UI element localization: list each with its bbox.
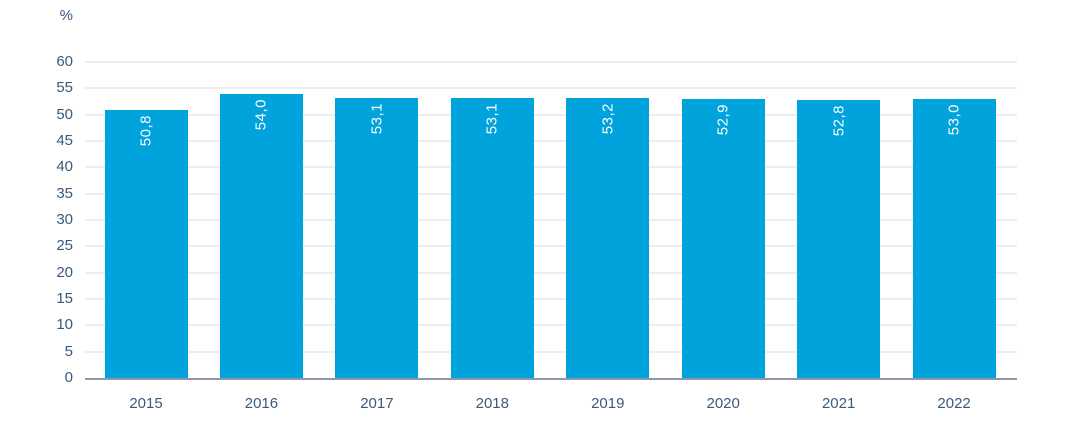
bar-value-label: 52,9 — [714, 104, 732, 136]
y-tick-label: 60 — [56, 53, 73, 70]
x-tick-label: 2018 — [475, 395, 509, 412]
y-tick-label: 0 — [64, 369, 73, 386]
bar: 53,0 — [912, 98, 996, 378]
bar: 52,8 — [797, 99, 881, 378]
gridline — [85, 192, 1017, 195]
gridline — [85, 350, 1017, 353]
y-tick-label: 20 — [56, 263, 73, 281]
y-tick-label: 50 — [56, 105, 73, 123]
plot-area: 50,8 2015 54,0 2016 53,1 2017 53,1 2018 53,2 2019… — [85, 61, 1017, 412]
gridline — [85, 219, 1017, 221]
y-tick-label: 25 — [56, 237, 73, 255]
y-axis-unit-label: % — [59, 7, 73, 24]
x-tick-label: 2016 — [244, 395, 279, 412]
bar: 50,8 — [104, 110, 188, 378]
y-tick-label: 10 — [56, 316, 73, 334]
gridline — [85, 245, 1017, 248]
y-tick-label: 30 — [56, 211, 73, 228]
x-tick-label: 2022 — [937, 395, 971, 412]
gridline — [85, 87, 1017, 90]
bar-value-label: 53,1 — [368, 103, 386, 135]
bar-value-label: 54,0 — [252, 98, 270, 130]
gridline — [85, 140, 1017, 142]
bar-value-label: 53,1 — [483, 103, 501, 135]
y-tick-label: 35 — [56, 184, 73, 202]
x-tick-label: 2019 — [591, 395, 625, 412]
y-tick-label: 55 — [56, 79, 73, 97]
gridline — [85, 298, 1017, 300]
bar: 53,1 — [450, 98, 534, 378]
gridline — [85, 324, 1017, 327]
y-tick-label: 40 — [56, 158, 73, 176]
bar: 53,2 — [566, 97, 650, 378]
y-axis: 60 55 50 45 40 35 30 25 20 15 10 5 0 — [0, 53, 73, 386]
bar: 52,9 — [681, 99, 765, 378]
x-tick-label: 2021 — [821, 395, 856, 412]
gridline — [85, 61, 1017, 63]
bar-value-label: 52,8 — [830, 104, 848, 137]
bar-value-label: 50,8 — [137, 115, 155, 147]
y-tick-label: 15 — [56, 290, 73, 307]
bar-value-label: 53,0 — [945, 103, 963, 136]
x-tick-label: 2015 — [129, 395, 163, 412]
y-tick-label: 5 — [64, 342, 73, 360]
y-tick-label: 45 — [56, 132, 73, 149]
gridline — [85, 166, 1017, 169]
gridline — [85, 271, 1017, 274]
x-tick-label: 2020 — [706, 395, 740, 412]
gridline — [85, 113, 1017, 116]
bar: 54,0 — [219, 93, 303, 378]
bar-value-label: 53,2 — [599, 102, 617, 135]
x-tick-label: 2017 — [360, 395, 394, 412]
bar: 53,1 — [335, 98, 419, 378]
